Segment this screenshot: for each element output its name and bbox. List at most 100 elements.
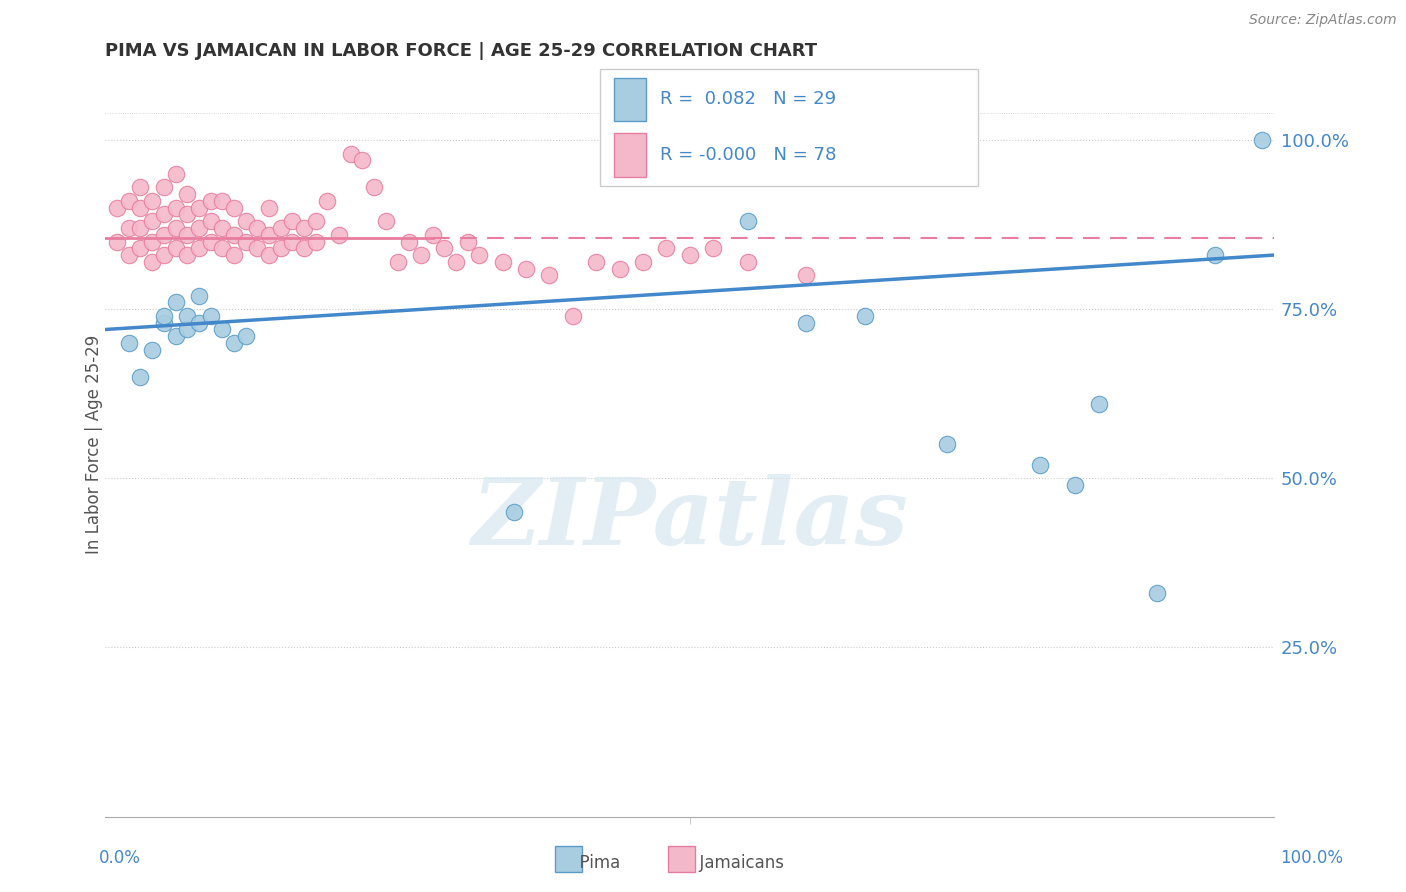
Point: [222, 201, 245, 215]
Point: [153, 180, 176, 194]
Point: [585, 255, 607, 269]
Point: [141, 255, 163, 269]
Point: [176, 207, 198, 221]
Point: [165, 167, 187, 181]
Point: [176, 187, 198, 202]
Point: [631, 255, 654, 269]
Text: R = -0.000   N = 78: R = -0.000 N = 78: [661, 146, 837, 164]
Point: [305, 214, 328, 228]
Text: Jamaicans: Jamaicans: [689, 854, 785, 871]
Point: [129, 369, 152, 384]
Bar: [600, 69, 979, 186]
Point: [737, 214, 759, 228]
Point: [176, 309, 198, 323]
Point: [105, 201, 128, 215]
Point: [211, 194, 233, 208]
Point: [165, 201, 187, 215]
Point: [281, 235, 304, 249]
Point: [165, 241, 187, 255]
Point: [515, 261, 537, 276]
Point: [679, 248, 702, 262]
Point: [200, 194, 222, 208]
Point: [222, 248, 245, 262]
Point: [352, 153, 374, 168]
Point: [187, 288, 209, 302]
Point: [200, 309, 222, 323]
Point: [257, 227, 280, 242]
Point: [409, 248, 432, 262]
Point: [235, 329, 257, 343]
Text: R =  0.082   N = 29: R = 0.082 N = 29: [661, 90, 837, 108]
Point: [153, 248, 176, 262]
Point: [316, 194, 339, 208]
Point: [153, 316, 176, 330]
Point: [165, 329, 187, 343]
Point: [118, 221, 141, 235]
Point: [503, 505, 526, 519]
Point: [153, 309, 176, 323]
Point: [222, 336, 245, 351]
Text: PIMA VS JAMAICAN IN LABOR FORCE | AGE 25-29 CORRELATION CHART: PIMA VS JAMAICAN IN LABOR FORCE | AGE 25…: [105, 42, 817, 60]
Text: 0.0%: 0.0%: [98, 849, 141, 867]
Point: [444, 255, 467, 269]
Point: [257, 248, 280, 262]
Point: [398, 235, 420, 249]
Point: [468, 248, 491, 262]
Point: [538, 268, 561, 283]
Point: [153, 227, 176, 242]
Bar: [668, 846, 695, 872]
Point: [176, 322, 198, 336]
Point: [187, 316, 209, 330]
Point: [118, 248, 141, 262]
Point: [796, 268, 818, 283]
Point: [141, 235, 163, 249]
Bar: [555, 846, 582, 872]
Point: [222, 227, 245, 242]
Point: [118, 336, 141, 351]
Point: [257, 201, 280, 215]
Point: [141, 194, 163, 208]
Point: [246, 221, 269, 235]
Point: [235, 214, 257, 228]
Point: [165, 295, 187, 310]
Point: [176, 248, 198, 262]
Point: [305, 235, 328, 249]
Point: [187, 241, 209, 255]
Point: [609, 261, 631, 276]
Point: [165, 221, 187, 235]
Point: [422, 227, 444, 242]
Point: [246, 241, 269, 255]
Point: [702, 241, 724, 255]
Bar: [613, 78, 647, 120]
Point: [200, 235, 222, 249]
Point: [105, 235, 128, 249]
Point: [187, 221, 209, 235]
Point: [281, 214, 304, 228]
Point: [153, 207, 176, 221]
Point: [1204, 248, 1226, 262]
Point: [387, 255, 409, 269]
Point: [141, 214, 163, 228]
Point: [211, 322, 233, 336]
Point: [339, 146, 361, 161]
Y-axis label: In Labor Force | Age 25-29: In Labor Force | Age 25-29: [86, 334, 103, 554]
Point: [235, 235, 257, 249]
Point: [1251, 133, 1274, 147]
Text: 100.0%: 100.0%: [1279, 849, 1343, 867]
Point: [292, 241, 315, 255]
Point: [655, 241, 678, 255]
Point: [935, 437, 957, 451]
Text: Pima: Pima: [569, 854, 620, 871]
Point: [200, 214, 222, 228]
Point: [363, 180, 385, 194]
Point: [374, 214, 396, 228]
Point: [118, 194, 141, 208]
Point: [211, 221, 233, 235]
Point: [433, 241, 456, 255]
Point: [1029, 458, 1052, 472]
Text: ZIPatlas: ZIPatlas: [471, 474, 908, 564]
Point: [129, 201, 152, 215]
Point: [796, 316, 818, 330]
Point: [292, 221, 315, 235]
Point: [853, 309, 876, 323]
